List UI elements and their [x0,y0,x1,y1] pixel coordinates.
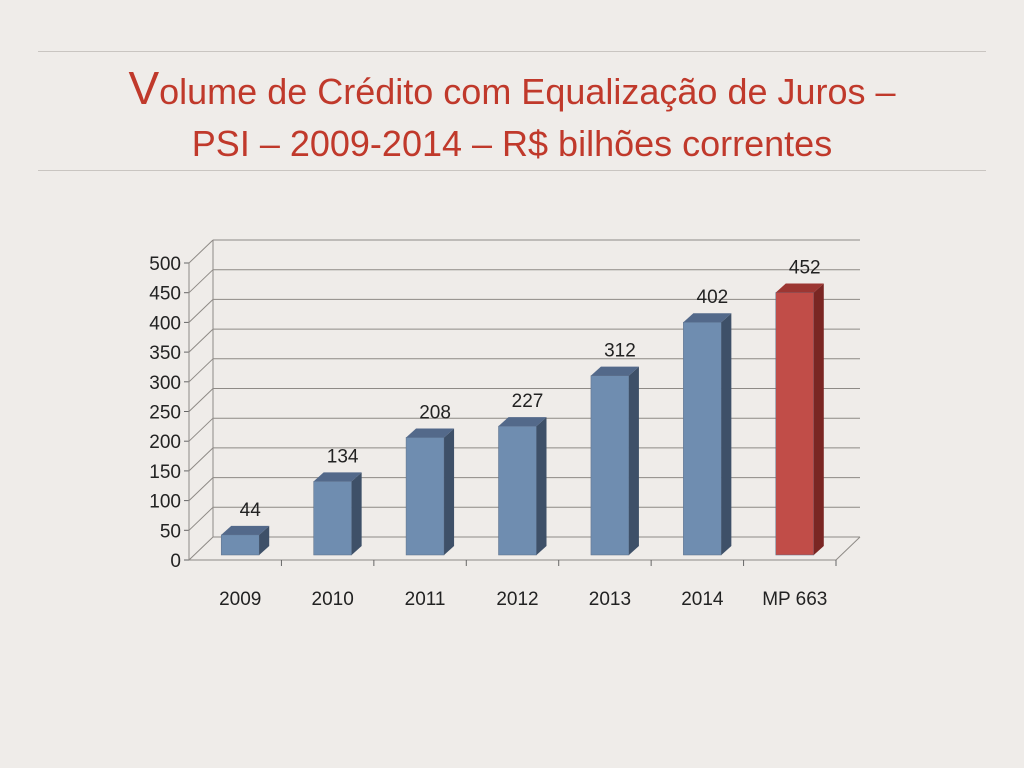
gridline-depth [188,239,214,264]
data-label: 134 [327,446,359,467]
bar [498,417,547,556]
y-tick-label: 500 [149,254,181,275]
bar-side [351,472,362,555]
bar-front [405,437,445,556]
gridline-depth [188,358,214,383]
bar-front [498,425,537,556]
bar [683,313,732,556]
title-rule-top [38,51,986,52]
y-tick-label: 250 [149,403,181,424]
y-tick-label: 300 [149,373,181,394]
gridline-depth [188,269,214,294]
bar-top [406,428,455,438]
y-tick-label: 450 [149,284,181,305]
bar [313,472,362,556]
x-tick-label: MP 663 [762,589,827,610]
chart-axes: 0 50 100 150 200 250 300 350 400 450 500 [149,254,861,572]
bar-side [536,417,547,555]
gridline-depth [188,506,214,531]
slide-title: Volume de Crédito com Equalização de Jur… [22,62,1002,170]
gridline-depth [188,477,214,501]
y-tick-label: 400 [149,313,181,334]
gridline-depth [188,299,214,323]
title-line-2: PSI – 2009-2014 – R$ bilhões correntes [191,123,833,164]
bar-side [813,283,824,555]
x-tick-label: 2009 [219,589,261,610]
bar [590,366,639,556]
y-tick-label: 50 [160,521,181,542]
bar-side [721,313,732,555]
floor-right-edge [835,536,861,561]
gridline-depth [188,417,214,442]
gridline-depth [188,388,214,412]
bar-front [313,481,352,556]
title-rule-bottom [38,170,986,171]
y-tick-label: 350 [149,343,181,364]
bar-top [775,283,824,293]
title-initial: V [128,62,160,114]
bar-front [590,375,630,556]
x-tick-label: 2011 [405,589,446,610]
bar-top [221,525,270,535]
title-line-1: olume de Crédito com Equalização de Juro… [159,71,896,112]
bar-top [683,313,732,323]
bar [775,283,824,556]
data-label: 402 [697,287,729,308]
chart-labels: 2009 2010 2011 2012 2013 2014 MP 663 44 134 208 22… [219,258,827,610]
bar-front [220,534,260,556]
data-label: 312 [604,341,636,362]
bar-front [775,292,815,556]
x-tick-label: 2010 [312,589,354,610]
x-tick-label: 2012 [496,589,538,610]
y-tick-label: 100 [149,492,181,513]
x-tick-label: 2013 [589,589,631,610]
data-label: 452 [789,258,821,279]
chart-bars [220,283,824,556]
gridline-depth [188,328,214,353]
bar-top [498,417,547,427]
bar-side [628,366,639,555]
y-tick-label: 0 [170,551,181,572]
data-label: 208 [419,402,451,423]
gridline-depth [188,536,214,561]
y-tick-label: 150 [149,462,181,483]
y-tick-label: 200 [149,432,181,453]
bar-side [444,428,455,555]
bar-side [259,525,270,555]
bar [405,428,455,556]
bar-top [313,472,362,482]
data-label: 44 [240,500,262,521]
gridline-depth [188,447,214,472]
bar-front [683,321,722,556]
bar [220,525,270,556]
data-label: 227 [512,391,544,412]
bar-top [590,366,639,376]
x-tick-label: 2014 [681,589,724,610]
